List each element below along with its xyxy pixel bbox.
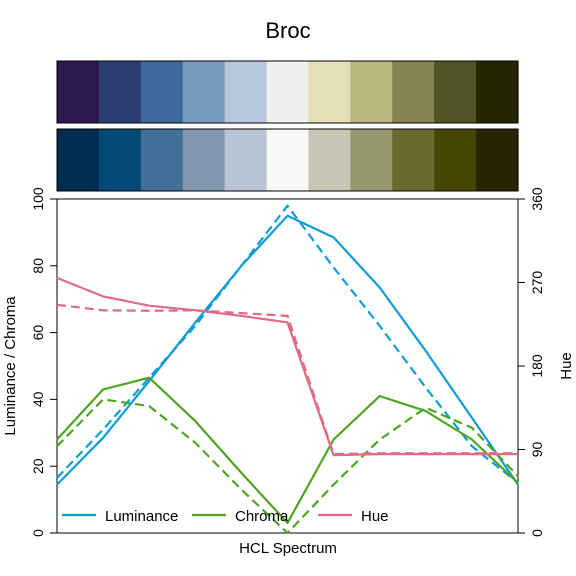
chart-title: Broc bbox=[265, 18, 310, 43]
swatch-bar-bottom bbox=[57, 129, 519, 191]
y-axis-right: 0 90 180 270 360 bbox=[518, 187, 545, 537]
y-tick-label-left: 0 bbox=[30, 529, 46, 537]
y-tick-label-right: 90 bbox=[529, 442, 545, 458]
y-axis-left: 0 20 40 60 80 100 bbox=[30, 187, 57, 537]
y-tick-label-right: 270 bbox=[529, 271, 545, 295]
bottom-swatch bbox=[267, 129, 310, 191]
legend-luminance-label: Luminance bbox=[105, 508, 178, 525]
y-tick-label-left: 80 bbox=[30, 258, 46, 274]
top-swatch bbox=[350, 61, 393, 123]
y-tick-label-left: 100 bbox=[30, 187, 46, 211]
bottom-swatch bbox=[57, 129, 100, 191]
y-axis-label-left: Luminance / Chroma bbox=[2, 296, 19, 436]
legend: Luminance Chroma Hue bbox=[62, 508, 389, 525]
y-tick-label-left: 60 bbox=[30, 325, 46, 341]
bottom-swatch bbox=[225, 129, 268, 191]
plot-frame bbox=[57, 199, 518, 533]
top-swatch bbox=[476, 61, 519, 123]
bottom-swatch bbox=[350, 129, 393, 191]
bottom-swatch bbox=[392, 129, 435, 191]
top-swatch bbox=[267, 61, 310, 123]
legend-hue-label: Hue bbox=[361, 508, 389, 525]
swatch-bar-top bbox=[57, 61, 519, 123]
top-swatch bbox=[99, 61, 142, 123]
y-tick-label-right: 360 bbox=[529, 187, 545, 211]
bottom-swatch bbox=[141, 129, 184, 191]
bottom-swatch bbox=[183, 129, 226, 191]
hue-line-solid bbox=[57, 278, 518, 455]
x-axis-label: HCL Spectrum bbox=[239, 540, 337, 557]
top-swatch bbox=[183, 61, 226, 123]
top-swatch bbox=[225, 61, 268, 123]
top-swatch bbox=[392, 61, 435, 123]
y-axis-label-right: Hue bbox=[558, 352, 575, 380]
y-tick-label-left: 40 bbox=[30, 391, 46, 407]
luminance-line-solid bbox=[57, 216, 518, 485]
hue-line-dashed bbox=[57, 305, 518, 454]
series-lines bbox=[57, 206, 518, 533]
y-tick-label-left: 20 bbox=[30, 458, 46, 474]
top-swatch bbox=[57, 61, 100, 123]
legend-chroma-label: Chroma bbox=[235, 508, 289, 525]
bottom-swatch bbox=[434, 129, 477, 191]
chroma-line-solid bbox=[57, 378, 518, 523]
y-tick-label-right: 0 bbox=[529, 529, 545, 537]
top-swatch bbox=[141, 61, 184, 123]
top-swatch bbox=[434, 61, 477, 123]
y-tick-label-right: 180 bbox=[529, 354, 545, 378]
bottom-swatch bbox=[308, 129, 351, 191]
luminance-line-dashed bbox=[57, 206, 518, 483]
bottom-swatch bbox=[476, 129, 519, 191]
bottom-swatch bbox=[99, 129, 142, 191]
top-swatch bbox=[308, 61, 351, 123]
